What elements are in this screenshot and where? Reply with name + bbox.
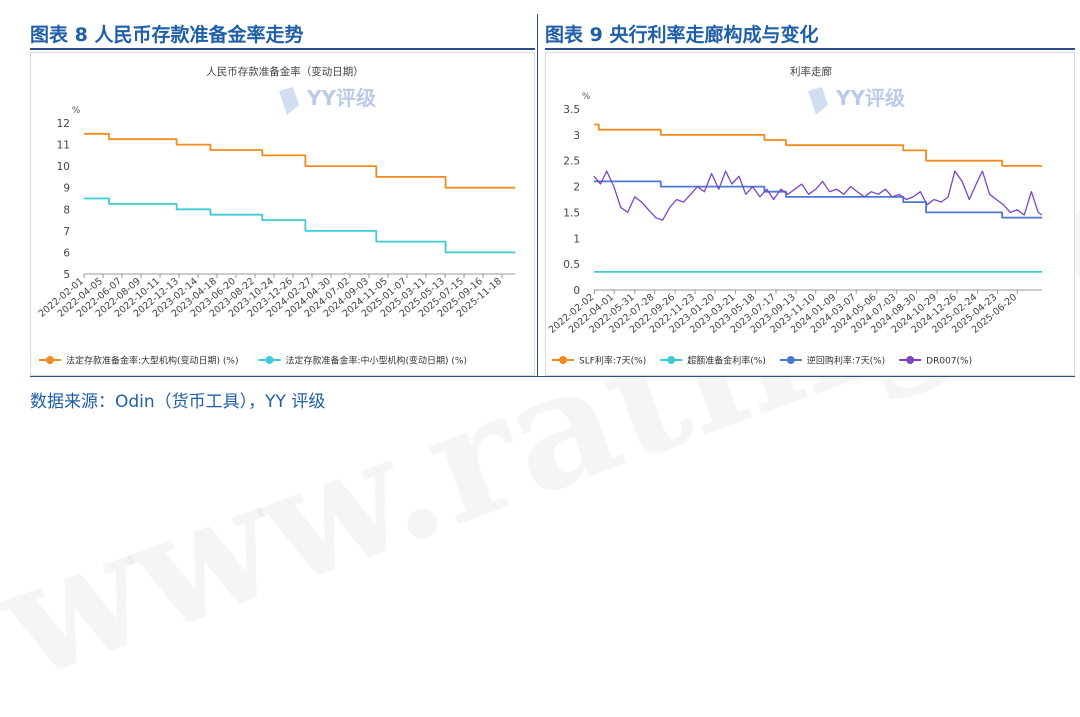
legend-swatch-dot (265, 356, 274, 364)
watermark-check-icon (279, 87, 299, 115)
y-tick-label: 9 (63, 183, 70, 195)
legend-label: SLF利率:7天(%) (579, 355, 646, 367)
panel-divider (537, 14, 538, 376)
legend-item-4: DR007(%) (899, 356, 972, 367)
y-axis-unit: % (72, 106, 81, 116)
legend-item-2: 法定存款准备金率:中小型机构(变动日期) (%) (258, 355, 468, 367)
rrr-chart: YY评级人民币存款准备金率（变动日期）%567891011122022-02-0… (37, 65, 515, 367)
chart-title: 利率走廊 (790, 65, 832, 78)
y-tick-label: 5 (63, 269, 70, 281)
chart-title: 人民币存款准备金率（变动日期） (206, 65, 364, 78)
legend-swatch-dot (46, 356, 54, 364)
title-underline-right (545, 48, 1075, 50)
series-line-4 (593, 170, 1043, 221)
watermark-logo: YY评级 (808, 86, 905, 115)
y-tick-label: 0.5 (563, 259, 580, 271)
title-underline-left (30, 48, 535, 50)
watermark-logo-text: YY评级 (835, 86, 905, 110)
bottom-rule (30, 376, 1075, 377)
y-axis-unit: % (582, 92, 591, 102)
y-tick-label: 0 (573, 285, 580, 297)
y-tick-label: 7 (63, 226, 70, 238)
y-tick-label: 10 (57, 161, 70, 173)
legend-item-3: 逆回购利率:7天(%) (779, 355, 885, 367)
y-tick-label: 1.5 (563, 207, 580, 219)
legend-label: 法定存款准备金率:中小型机构(变动日期) (%) (286, 355, 468, 367)
y-tick-label: 3.5 (563, 104, 580, 116)
legend-label: DR007(%) (926, 357, 972, 367)
legend-swatch-dot (559, 356, 567, 364)
y-tick-label: 8 (63, 204, 70, 216)
chart-box-right: YY评级 利率走廊% 0 0.5 1 1.5 2 2.5 3 3.5 2022-02-02 2022-… (545, 52, 1075, 376)
legend-item-2: 超额准备金利率(%) (660, 355, 766, 367)
y-tick-label: 12 (57, 118, 70, 130)
y-tick-label: 1 (573, 233, 580, 245)
right-panel: 图表 9 央行利率走廊构成与变化 YY评级 利率走廊% 0 0.5 1 1.5 2 2.5 3 3… (545, 0, 1075, 380)
legend-item-1: 法定存款准备金率:大型机构(变动日期) (%) (39, 355, 239, 367)
chart-box-left: YY评级 人民币存款准备金率（变动日期）% 5 6 7 8 9 10 11 12 2022-02-0… (30, 52, 535, 376)
legend-swatch-dot (786, 356, 795, 364)
rate-corridor-chart: YY评级利率走廊%00.511.522.533.52022-02-022022-… (547, 65, 1043, 367)
legend-item-1: SLF利率:7天(%) (552, 355, 646, 367)
figure-title-left: 图表 8 人民币存款准备金率走势 (30, 24, 304, 46)
legend-swatch-dot (667, 356, 676, 364)
y-tick-label: 11 (57, 140, 70, 152)
legend-swatch-dot (906, 356, 915, 364)
figure-title-right: 图表 9 央行利率走廊构成与变化 (545, 24, 819, 46)
legend-label: 超额准备金利率(%) (687, 355, 766, 367)
legend-label: 逆回购利率:7天(%) (807, 355, 885, 367)
series-line-2 (84, 197, 515, 254)
source-note: 数据来源：Odin（货币工具），YY 评级 (30, 392, 326, 412)
y-tick-label: 3 (573, 130, 580, 142)
watermark-logo-text: YY评级 (306, 86, 376, 110)
y-tick-label: 2.5 (563, 156, 580, 168)
series-line-3 (594, 180, 1042, 219)
y-tick-label: 2 (573, 182, 580, 194)
y-tick-label: 6 (63, 247, 70, 259)
series-line-1 (594, 123, 1042, 167)
series-line-1 (84, 132, 515, 189)
left-panel: 图表 8 人民币存款准备金率走势 YY评级 人民币存款准备金率（变动日期）% 5 6 7… (30, 0, 535, 380)
legend-label: 法定存款准备金率:大型机构(变动日期) (%) (66, 355, 239, 367)
watermark-check-icon (808, 87, 828, 115)
watermark-logo: YY评级 (279, 86, 376, 115)
